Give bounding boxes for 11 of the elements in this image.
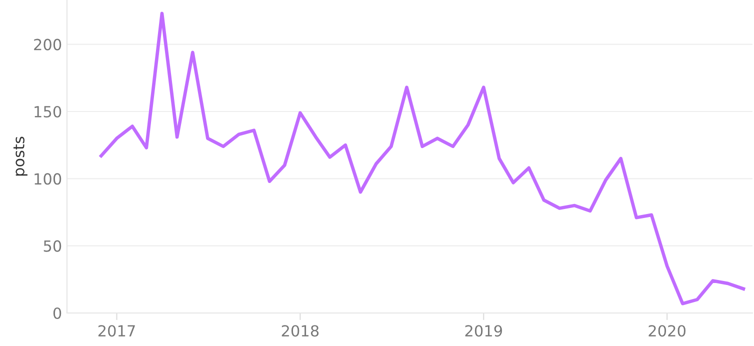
- x-tick-label: 2018: [282, 325, 319, 337]
- x-tick-label: 2020: [648, 325, 686, 337]
- y-tick-label: 0: [53, 307, 62, 320]
- y-tick-label: 150: [34, 106, 62, 118]
- x-tick-label: 2017: [98, 325, 135, 337]
- y-tick-label: 50: [44, 240, 62, 252]
- y-tick-label: 100: [34, 173, 62, 185]
- line-series: [100, 12, 746, 306]
- y-tick-label: 200: [34, 38, 62, 50]
- x-tick-label: 2019: [465, 325, 502, 337]
- y-axis-title: posts: [14, 136, 28, 176]
